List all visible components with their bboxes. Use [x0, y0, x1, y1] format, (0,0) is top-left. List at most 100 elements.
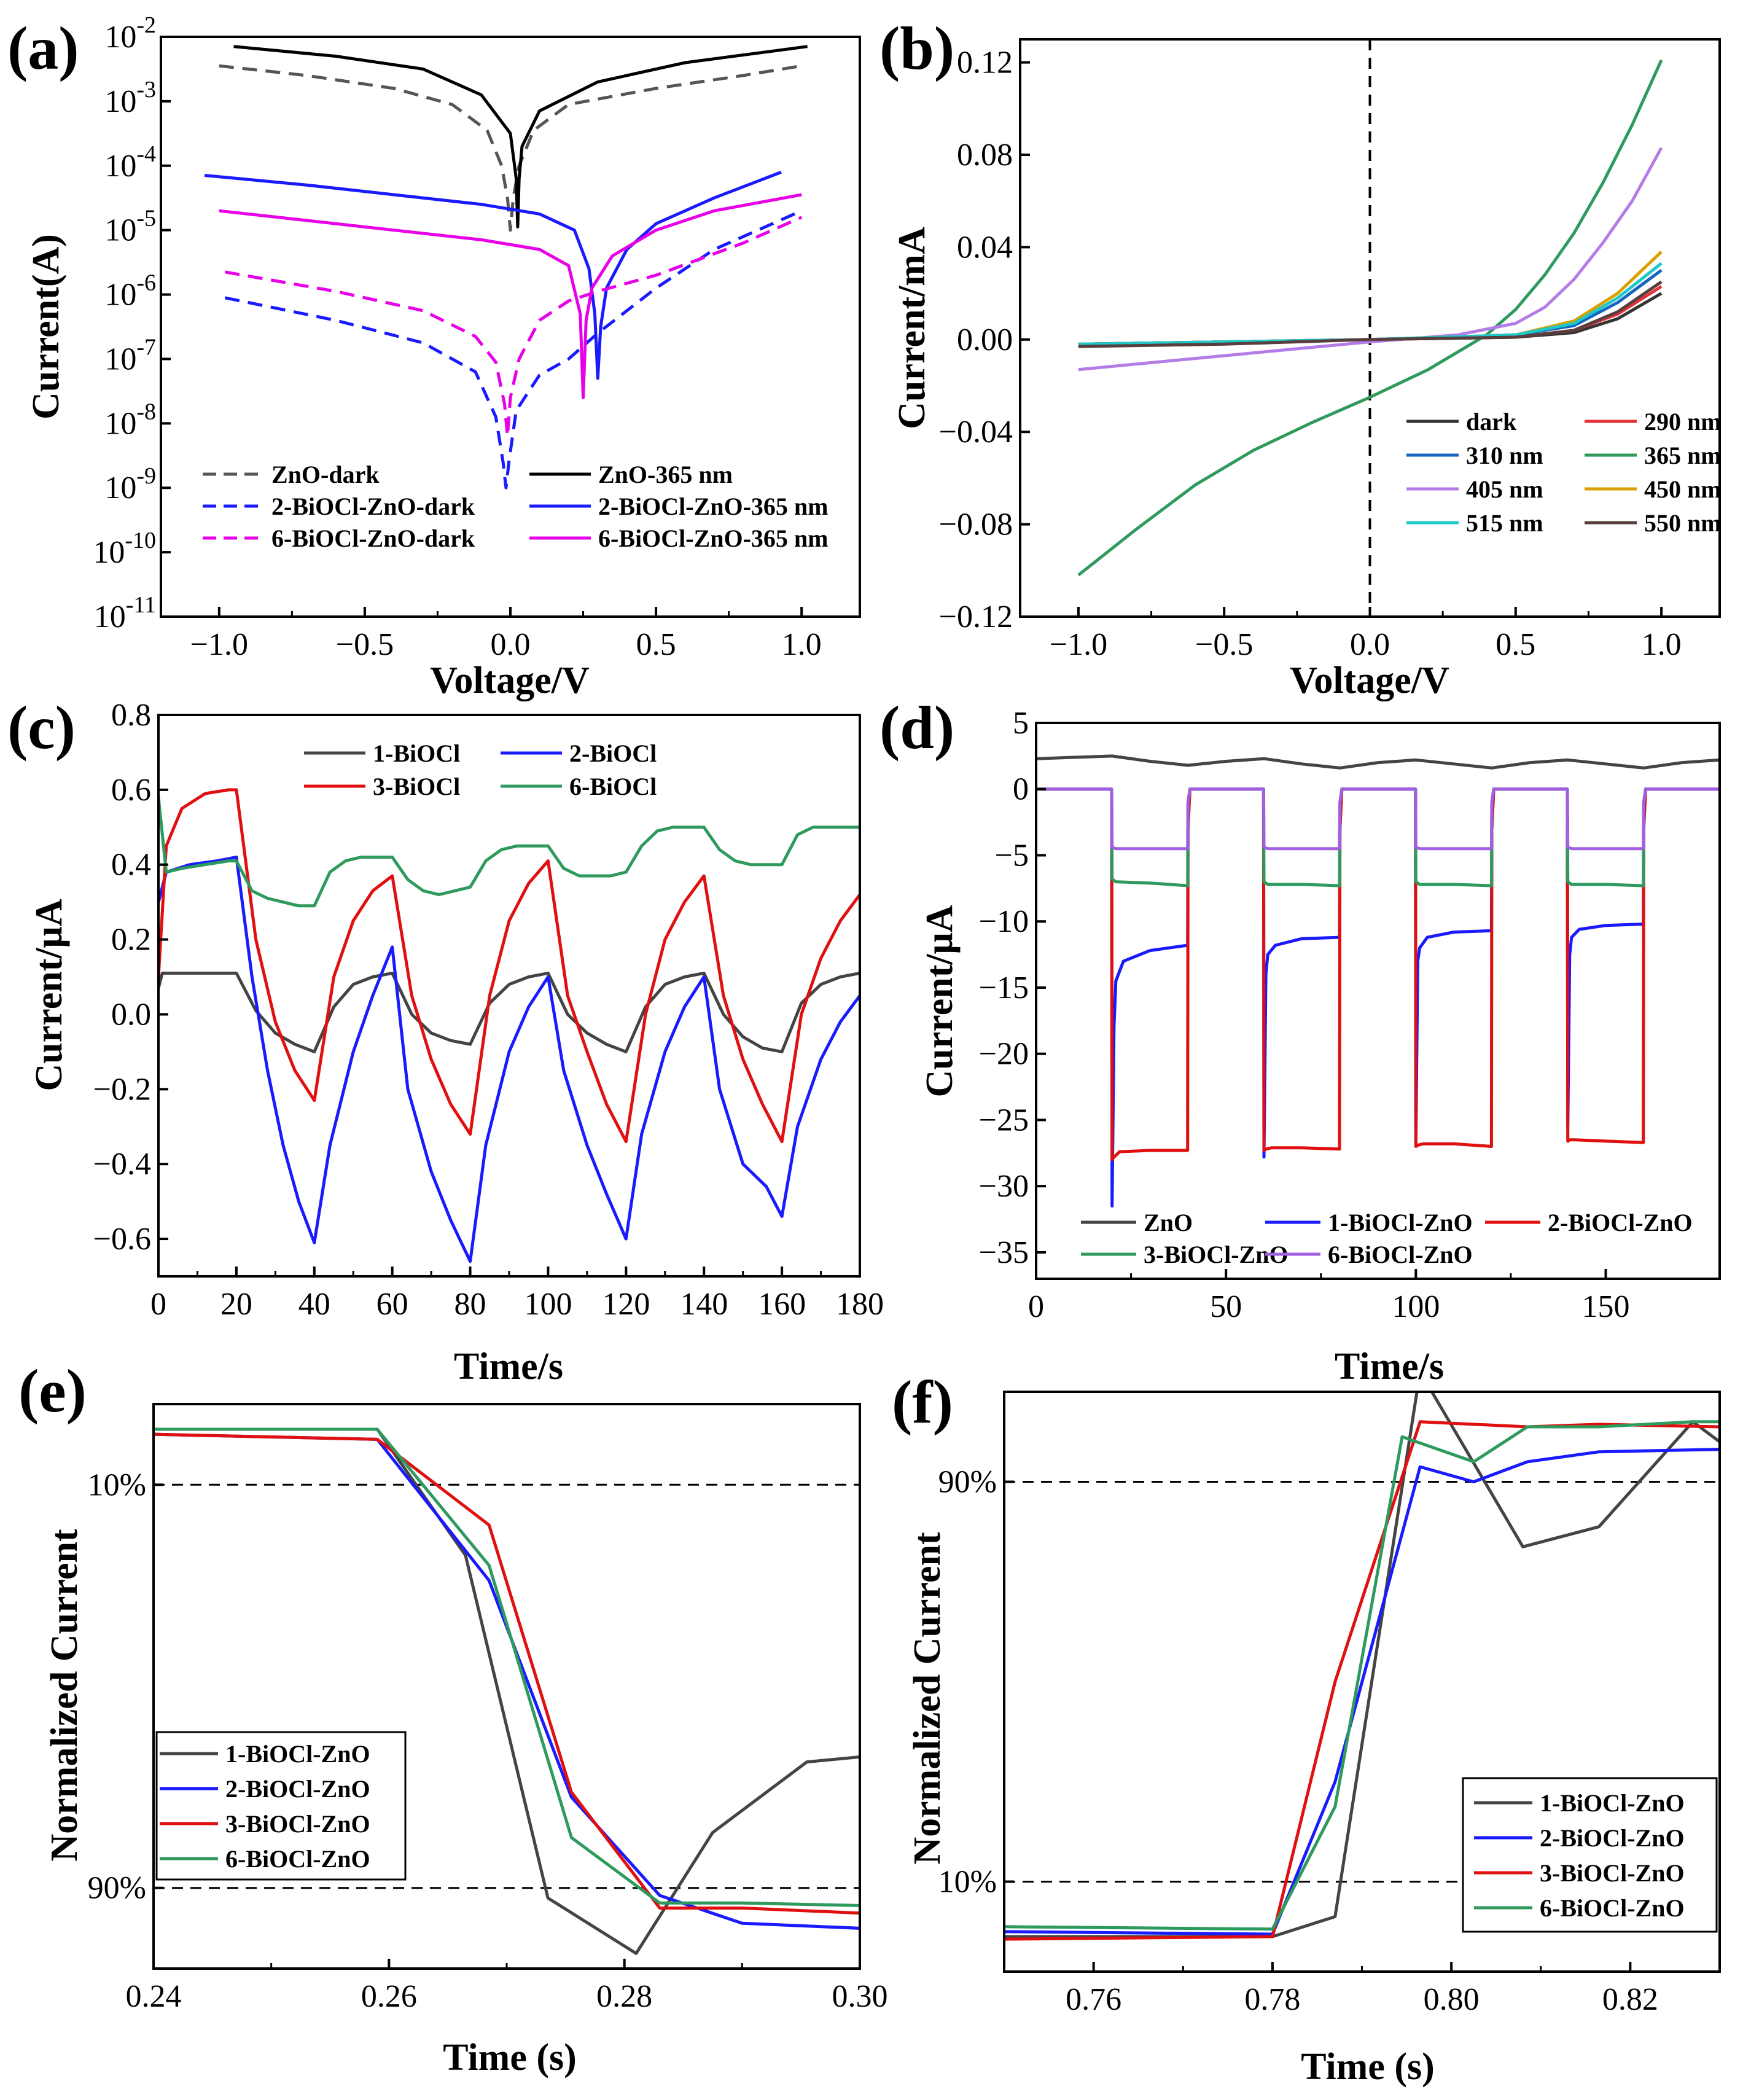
y-axis-label: Current(A)	[25, 234, 67, 420]
legend-label: 6-BiOCl-ZnO	[225, 1845, 370, 1873]
legend-label: 365 nm	[1644, 442, 1722, 469]
series-line-6-biocl-zno-dark	[224, 216, 803, 438]
y-tick-label: −0.4	[93, 1147, 151, 1182]
y-tick-label: −35	[979, 1235, 1029, 1270]
series-line-3-biocl	[158, 788, 860, 1144]
x-tick-label: 0.0	[1350, 627, 1390, 662]
series-line-zno-365-nm	[233, 45, 808, 228]
x-tick-label: 20	[220, 1287, 252, 1322]
x-tick-label: 0.5	[636, 627, 676, 662]
legend-label: 450 nm	[1644, 475, 1722, 503]
y-tick-label: −0.12	[939, 599, 1013, 634]
series-line-405-nm	[1078, 147, 1663, 372]
series-line-6-biocl-zno-365-nm	[219, 193, 802, 399]
y-tick-label: 10%	[88, 1467, 146, 1502]
y-tick-label: 0.00	[957, 322, 1013, 357]
legend-label: 2-BiOCl	[569, 740, 657, 767]
y-tick-label: 10-8	[104, 399, 156, 441]
series-line-6-biocl	[158, 797, 860, 908]
y-tick-label: 0.12	[957, 45, 1013, 80]
y-tick-label: 90%	[88, 1871, 146, 1906]
x-tick-label: −1.0	[190, 627, 248, 662]
x-tick-label: 0.80	[1424, 1982, 1480, 2017]
panel-label: (e)	[18, 1357, 87, 1425]
x-tick-label: 1.0	[1642, 627, 1682, 662]
x-tick-label: 0.0	[491, 627, 531, 662]
x-tick-label: 0.28	[596, 1979, 652, 2014]
legend-label: 3-BiOCl	[373, 773, 460, 800]
legend-label: 2-BiOCl-ZnO	[1540, 1824, 1685, 1852]
y-tick-label: 5	[1013, 706, 1029, 741]
x-axis-label: Voltage/V	[430, 660, 590, 701]
legend-label: 6-BiOCl-ZnO	[1540, 1894, 1685, 1922]
x-axis-label: Time/s	[1335, 1346, 1444, 1388]
x-tick-label: 80	[454, 1287, 486, 1322]
y-tick-label: 10-9	[104, 463, 156, 505]
x-tick-label: 0.26	[361, 1979, 417, 2014]
series-line-3-biocl-zno	[1036, 787, 1720, 888]
y-tick-label: 0.8	[111, 698, 151, 733]
y-tick-label: 10-3	[104, 77, 156, 119]
legend-label: dark	[1466, 408, 1517, 435]
series-line-6-biocl-zno	[1036, 787, 1720, 851]
legend-label: 3-BiOCl-ZnO	[225, 1810, 370, 1838]
legend-label: 1-BiOCl-ZnO	[225, 1740, 370, 1768]
legend-label: ZnO-dark	[271, 461, 380, 488]
x-tick-label: 0.30	[832, 1979, 888, 2014]
legend-label: 405 nm	[1466, 475, 1543, 503]
y-tick-label: −25	[979, 1103, 1029, 1138]
y-tick-label: −30	[979, 1169, 1029, 1204]
legend-label: 6-BiOCl-ZnO-dark	[271, 525, 475, 552]
x-tick-label: 1.0	[782, 627, 822, 662]
series-line-3-biocl-zno	[154, 1432, 860, 1915]
x-tick-label: 160	[758, 1287, 806, 1322]
x-tick-label: 100	[1392, 1289, 1440, 1324]
y-tick-label: 10-11	[94, 592, 156, 634]
panel-c: (c) 0 20 40 60 80 100 120 140 160 180 −0.6 −0.4 −0.2 0…	[7, 693, 884, 1388]
panel-b: (b) −1.0 −0.5 0.0 0.5 1.0 −0.12 −0.08 −0.04 0.00 0…	[879, 14, 1722, 701]
series-line-365-nm	[1077, 59, 1663, 577]
x-tick-label: 0.5	[1496, 627, 1535, 662]
legend-label: 310 nm	[1466, 442, 1543, 469]
y-tick-label: 0.6	[111, 773, 151, 808]
y-tick-label: 10-5	[104, 206, 156, 248]
panel-label: (c)	[7, 693, 76, 762]
y-tick-label: −20	[979, 1037, 1029, 1072]
legend-label: 6-BiOCl	[569, 773, 657, 800]
legend-label: 1-BiOCl	[373, 740, 460, 767]
x-tick-label: 140	[680, 1287, 728, 1322]
y-axis-label: Current/μA	[28, 899, 70, 1091]
series-line-2-biocl-zno-dark	[224, 209, 803, 490]
x-tick-label: 0.24	[126, 1979, 182, 2014]
y-tick-label: 0.08	[957, 138, 1013, 173]
y-tick-label: 90%	[938, 1464, 997, 1499]
legend-label: 2-BiOCl-ZnO	[1548, 1209, 1693, 1236]
y-tick-label: 10-10	[93, 528, 156, 570]
panel-label: (f)	[892, 1368, 953, 1436]
series-line-515-nm	[1078, 262, 1663, 346]
series-line-1-biocl-zno	[1036, 787, 1720, 1208]
legend-label: 6-BiOCl-ZnO	[1328, 1241, 1473, 1268]
panel-e: (e) 0.24 0.26 0.28 0.30 10% 90% Time (s) Normali…	[18, 1357, 888, 2079]
y-tick-label: 10-7	[104, 334, 156, 377]
y-axis-label: Normalized Current	[907, 1532, 948, 1865]
legend-label: 2-BiOCl-ZnO-dark	[271, 493, 475, 520]
legend-label: 550 nm	[1644, 509, 1722, 537]
x-tick-label: 60	[376, 1287, 408, 1322]
x-tick-label: −1.0	[1050, 627, 1107, 662]
x-tick-label: 0.82	[1602, 1982, 1658, 2017]
series-line-1-biocl	[158, 971, 860, 1053]
legend-label: 1-BiOCl-ZnO	[1540, 1789, 1685, 1817]
legend-label: 290 nm	[1644, 408, 1722, 435]
y-tick-label: −0.6	[93, 1222, 151, 1257]
y-axis-label: Current/μA	[919, 905, 961, 1097]
y-tick-label: 0.2	[111, 923, 151, 958]
series-line-6-biocl-zno	[154, 1427, 860, 1907]
series-line-zno-dark	[219, 64, 802, 232]
x-tick-label: 40	[298, 1287, 330, 1322]
y-tick-label: 10-4	[104, 141, 156, 184]
plot-frame	[1035, 722, 1721, 1280]
x-tick-label: 100	[524, 1287, 572, 1322]
y-tick-label: 10%	[938, 1865, 997, 1900]
panel-f: (f) 0.76 0.78 0.80 0.82 10% 90% Time (s) Normali…	[892, 1368, 1721, 2088]
